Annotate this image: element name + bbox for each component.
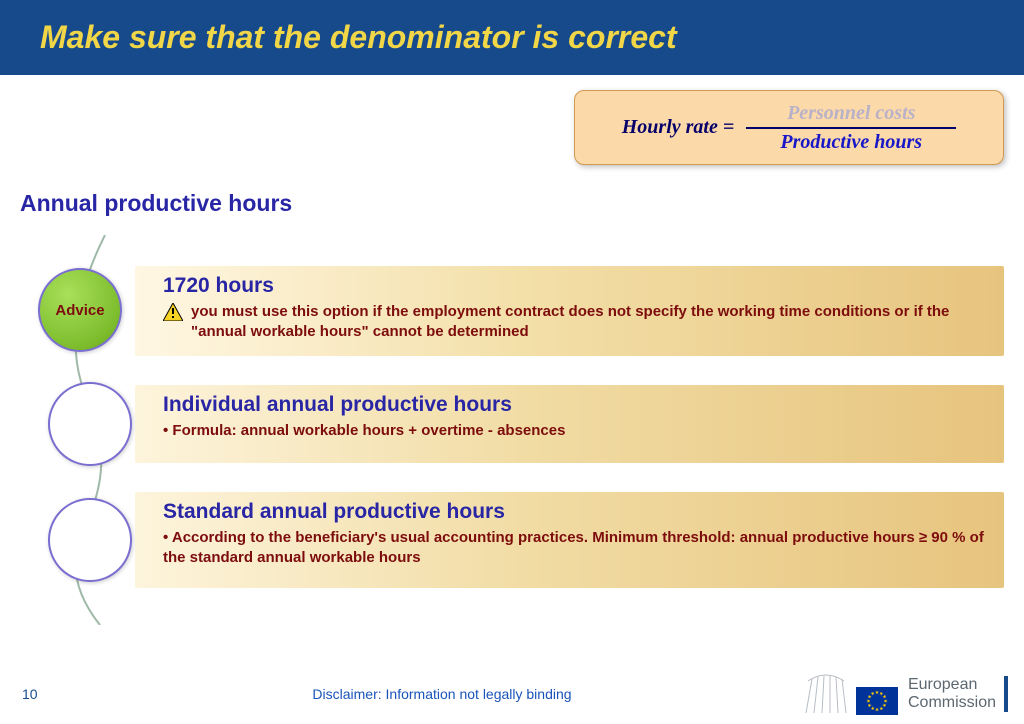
option-bar-2: Individual annual productive hours Formu… — [135, 385, 1004, 463]
ec-logo-graphic: ★ ★ ★ ★ ★ ★ ★ ★ ★ ★ ★ ★ — [802, 673, 898, 715]
formula-fraction: Personnel costs Productive hours — [746, 102, 956, 154]
warning-icon — [163, 303, 183, 321]
slide-header: Make sure that the denominator is correc… — [0, 0, 1024, 75]
option-title-3: Standard annual productive hours — [163, 500, 984, 524]
formula-denominator: Productive hours — [780, 129, 922, 154]
ec-logo-line1: European — [908, 676, 996, 694]
option-text-3: According to the beneficiary's usual acc… — [163, 528, 984, 569]
formula-lhs: Hourly rate = — [622, 116, 735, 139]
slide-title: Make sure that the denominator is correc… — [40, 19, 677, 56]
formula-numerator: Personnel costs — [779, 102, 923, 127]
disclaimer-text: Disclaimer: Information not legally bind… — [82, 686, 802, 702]
option-text-2: Formula: annual workable hours + overtim… — [163, 421, 984, 441]
page-number: 10 — [22, 686, 82, 702]
option-badge-advice: Advice — [38, 268, 122, 352]
building-icon — [802, 673, 850, 715]
ec-logo: ★ ★ ★ ★ ★ ★ ★ ★ ★ ★ ★ ★ European Commiss… — [802, 673, 1008, 715]
section-title: Annual productive hours — [20, 190, 292, 217]
formula-box: Hourly rate = Personnel costs Productive… — [574, 90, 1004, 165]
advice-label: Advice — [55, 302, 104, 319]
option-bar-1: 1720 hours you must use this option if t… — [135, 266, 1004, 356]
option-badge-2 — [48, 382, 132, 466]
ec-logo-line2: Commission — [908, 694, 996, 712]
option-title-1: 1720 hours — [163, 274, 984, 298]
option-title-2: Individual annual productive hours — [163, 393, 984, 417]
option-bar-3: Standard annual productive hours Accordi… — [135, 492, 1004, 588]
slide-footer: 10 Disclaimer: Information not legally b… — [0, 664, 1024, 724]
option-text-1: you must use this option if the employme… — [191, 302, 984, 343]
option-badge-3 — [48, 498, 132, 582]
eu-flag-icon: ★ ★ ★ ★ ★ ★ ★ ★ ★ ★ ★ ★ — [856, 687, 898, 715]
ec-logo-text: European Commission — [908, 676, 1008, 711]
